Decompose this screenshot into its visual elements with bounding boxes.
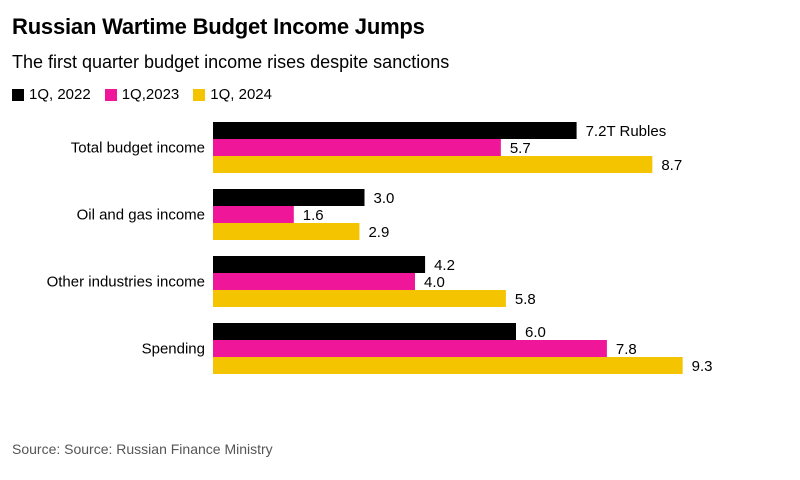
value-label-oil-and-gas-income-1q-2022: 3.0: [374, 190, 395, 207]
bar-oil-and-gas-income-1q-2024: [213, 223, 360, 240]
value-label-oil-and-gas-income-1q-2023: 1.6: [303, 207, 324, 224]
bar-total-budget-income-1q-2023: [213, 139, 501, 156]
category-label-spending: Spending: [142, 341, 205, 358]
bar-total-budget-income-1q-2022: [213, 122, 577, 139]
value-label-spending-1q-2024: 9.3: [692, 358, 713, 375]
chart-subtitle: The first quarter budget income rises de…: [12, 52, 450, 72]
bar-spending-1q-2024: [213, 357, 683, 374]
legend-item-2024: 1Q, 2024: [193, 86, 272, 103]
source-note: Source: Source: Russian Finance Ministry: [12, 441, 273, 457]
value-label-oil-and-gas-income-1q-2024: 2.9: [368, 224, 389, 241]
value-label-total-budget-income-1q-2022: 7.2T Rubles: [586, 123, 667, 140]
legend-swatch-2024: [193, 88, 206, 101]
bar-other-industries-income-1q-2023: [213, 273, 415, 290]
chart-area: Total budget income 7.2T Rubles 5.7 8.7 Oil …: [0, 110, 800, 390]
value-label-other-industries-income-1q-2024: 5.8: [515, 291, 536, 308]
chart-legend: 1Q, 2022 1Q,2023 1Q, 2024: [12, 86, 286, 103]
value-label-spending-1q-2023: 7.8: [616, 341, 637, 358]
bar-chart: Total budget income 7.2T Rubles 5.7 8.7 Oil …: [47, 122, 713, 375]
bar-other-industries-income-1q-2024: [213, 290, 506, 307]
bar-oil-and-gas-income-1q-2022: [213, 189, 365, 206]
value-label-total-budget-income-1q-2023: 5.7: [510, 140, 531, 157]
value-label-spending-1q-2022: 6.0: [525, 324, 546, 341]
value-label-total-budget-income-1q-2024: 8.7: [661, 157, 682, 174]
bar-oil-and-gas-income-1q-2023: [213, 206, 294, 223]
bar-spending-1q-2022: [213, 323, 516, 340]
value-label-other-industries-income-1q-2023: 4.0: [424, 274, 445, 291]
chart-title: Russian Wartime Budget Income Jumps: [12, 14, 425, 39]
category-label-total-budget-income: Total budget income: [71, 140, 205, 157]
legend-item-2022: 1Q, 2022: [12, 86, 91, 103]
value-label-other-industries-income-1q-2022: 4.2: [434, 257, 455, 274]
legend-swatch-2022: [12, 88, 24, 101]
bar-spending-1q-2023: [213, 340, 607, 357]
legend-label-2024: 1Q, 2024: [210, 86, 272, 103]
bar-other-industries-income-1q-2022: [213, 256, 426, 273]
legend-swatch-2023: [104, 88, 117, 101]
legend-label-2022: 1Q, 2022: [29, 86, 91, 103]
category-label-other-industries-income: Other industries income: [47, 274, 205, 291]
legend-item-2023: 1Q,2023: [104, 86, 180, 103]
bar-total-budget-income-1q-2024: [213, 156, 653, 173]
legend-label-2023: 1Q,2023: [121, 86, 180, 103]
category-label-oil-and-gas-income: Oil and gas income: [77, 207, 205, 224]
